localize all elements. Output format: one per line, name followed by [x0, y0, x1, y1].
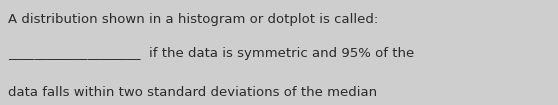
Text: data falls within two standard deviations of the median: data falls within two standard deviation… — [8, 86, 378, 99]
Text: ____________________  if the data is symmetric and 95% of the: ____________________ if the data is symm… — [8, 47, 415, 60]
Text: A distribution shown in a histogram or dotplot is called:: A distribution shown in a histogram or d… — [8, 13, 379, 26]
